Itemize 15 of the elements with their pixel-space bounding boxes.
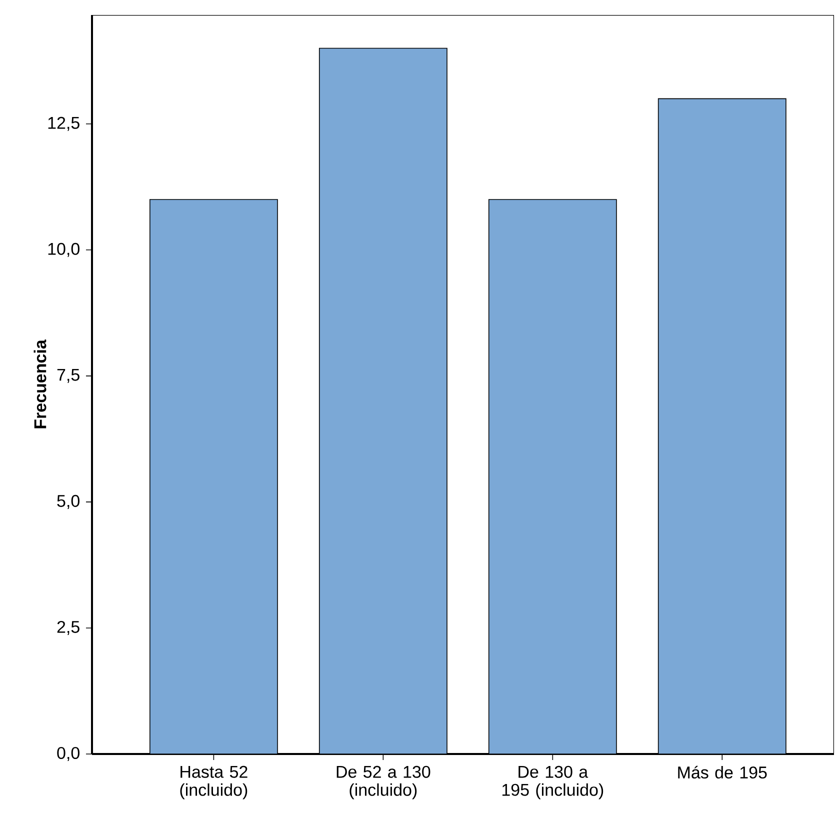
y-tick-label: 5,0 [57, 494, 80, 509]
x-tick-label: Hasta 52 (incluido) [180, 766, 248, 800]
y-tick-label: 0,0 [57, 746, 80, 762]
bar [658, 98, 786, 754]
x-tick-label: De 52 a 130 (incluido) [336, 766, 430, 800]
bar [318, 48, 448, 754]
y-tick-label: 10,0 [48, 242, 80, 257]
bar [488, 199, 617, 754]
y-axis-title: Frecuencia [34, 340, 46, 428]
bar [149, 199, 278, 754]
y-tick-label: 2,5 [57, 620, 80, 635]
y-tick-label: 7,5 [57, 368, 80, 383]
y-tick-label: 12,5 [48, 116, 80, 131]
x-tick-label: De 130 a 195 (incluido) [502, 766, 604, 800]
x-tick-label: Más de 195 [678, 766, 767, 779]
